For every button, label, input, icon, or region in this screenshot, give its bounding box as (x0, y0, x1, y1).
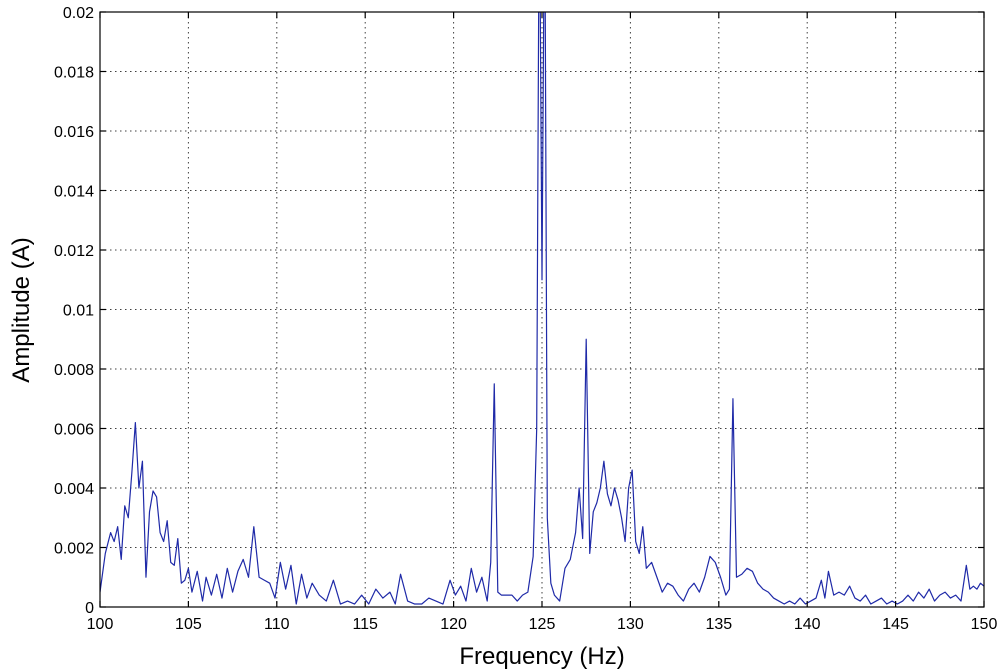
x-tick-label: 120 (440, 616, 467, 633)
plot-area (100, 12, 984, 605)
series-group (100, 12, 984, 605)
x-tick-label: 110 (264, 616, 290, 633)
x-axis-title: Frequency (Hz) (459, 643, 624, 670)
y-axis: 0 0.002 0.004 0.006 0.008 0.01 0.012 0.014 0.016… (54, 5, 984, 617)
x-tick-label: 140 (794, 616, 821, 633)
y-axis-title: Amplitude (A) (8, 237, 35, 382)
y-tick-label: 0.004 (54, 481, 94, 498)
y-tick-label: 0.02 (63, 5, 94, 22)
x-tick-label: 145 (882, 616, 909, 633)
x-tick-label: 135 (705, 616, 732, 633)
y-tick-label: 0.012 (54, 243, 94, 260)
y-tick-label: 0.006 (54, 422, 94, 439)
x-tick-label: 150 (971, 616, 998, 633)
x-tick-label: 125 (529, 616, 556, 633)
grid-lines (100, 12, 984, 607)
series-line (100, 12, 984, 605)
y-tick-label: 0.016 (54, 124, 94, 141)
y-tick-label: 0.002 (54, 541, 94, 558)
y-tick-label: 0.01 (63, 303, 94, 320)
x-axis: 100 105 110 115 120 125 130 135 140 145 150 (87, 12, 998, 633)
y-tick-label: 0.014 (54, 184, 94, 201)
y-tick-label: 0.008 (54, 362, 94, 379)
y-tick-label: 0.018 (54, 65, 94, 82)
x-tick-label: 130 (617, 616, 644, 633)
x-tick-label: 115 (352, 616, 378, 633)
y-tick-label: 0 (85, 600, 94, 617)
x-tick-label: 105 (175, 616, 202, 633)
x-tick-label: 100 (87, 616, 114, 633)
